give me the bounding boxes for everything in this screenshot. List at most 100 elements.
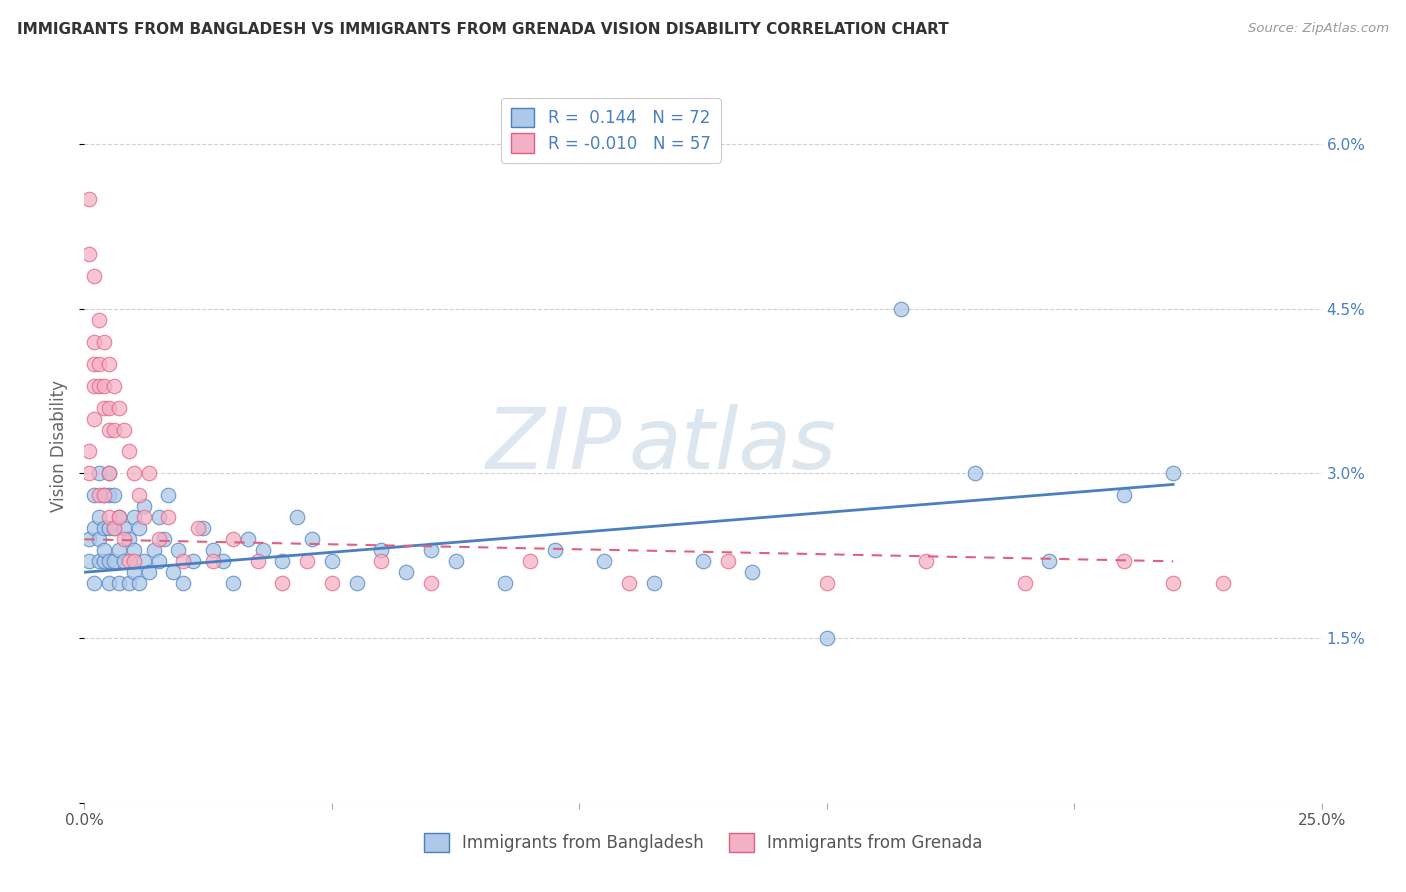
Point	[122, 566, 145, 580]
Point	[93, 488, 115, 502]
Point	[98, 576, 121, 591]
Point	[1014, 576, 1036, 591]
Point	[93, 543, 115, 558]
Point	[419, 543, 441, 558]
Point	[617, 576, 640, 591]
Point	[98, 423, 121, 437]
Point	[815, 631, 838, 645]
Point	[395, 566, 418, 580]
Point	[1161, 576, 1184, 591]
Point	[83, 576, 105, 591]
Point	[79, 444, 101, 458]
Point	[191, 521, 214, 535]
Point	[1112, 554, 1135, 568]
Point	[89, 467, 111, 481]
Point	[103, 521, 125, 535]
Point	[741, 566, 763, 580]
Point	[593, 554, 616, 568]
Point	[83, 488, 105, 502]
Point	[271, 554, 294, 568]
Point	[138, 566, 160, 580]
Point	[187, 521, 209, 535]
Point	[271, 576, 294, 591]
Point	[543, 543, 565, 558]
Point	[246, 554, 269, 568]
Point	[103, 521, 125, 535]
Point	[118, 576, 141, 591]
Point	[157, 510, 180, 524]
Point	[519, 554, 541, 568]
Point	[98, 357, 121, 371]
Point	[132, 500, 155, 514]
Point	[815, 576, 838, 591]
Point	[108, 543, 131, 558]
Point	[103, 423, 125, 437]
Point	[132, 554, 155, 568]
Point	[79, 192, 101, 206]
Point	[370, 554, 392, 568]
Point	[79, 247, 101, 261]
Point	[112, 533, 135, 547]
Point	[132, 510, 155, 524]
Point	[108, 510, 131, 524]
Point	[89, 378, 111, 392]
Point	[83, 268, 105, 283]
Point	[1161, 467, 1184, 481]
Point	[717, 554, 740, 568]
Point	[167, 543, 190, 558]
Point	[643, 576, 665, 591]
Point	[89, 510, 111, 524]
Point	[181, 554, 204, 568]
Point	[122, 543, 145, 558]
Point	[103, 554, 125, 568]
Point	[98, 488, 121, 502]
Point	[98, 467, 121, 481]
Point	[285, 510, 308, 524]
Point	[98, 510, 121, 524]
Point	[890, 301, 912, 316]
Point	[148, 554, 170, 568]
Point	[321, 554, 343, 568]
Point	[152, 533, 174, 547]
Text: IMMIGRANTS FROM BANGLADESH VS IMMIGRANTS FROM GRENADA VISION DISABILITY CORRELAT: IMMIGRANTS FROM BANGLADESH VS IMMIGRANTS…	[17, 22, 949, 37]
Point	[79, 467, 101, 481]
Point	[252, 543, 274, 558]
Point	[93, 378, 115, 392]
Point	[83, 357, 105, 371]
Point	[83, 521, 105, 535]
Point	[103, 488, 125, 502]
Point	[83, 411, 105, 425]
Point	[93, 554, 115, 568]
Point	[142, 543, 165, 558]
Point	[172, 554, 194, 568]
Point	[79, 533, 101, 547]
Point	[148, 533, 170, 547]
Point	[692, 554, 714, 568]
Point	[172, 576, 194, 591]
Point	[419, 576, 441, 591]
Point	[112, 521, 135, 535]
Point	[89, 312, 111, 326]
Point	[112, 554, 135, 568]
Text: atlas: atlas	[628, 404, 837, 488]
Text: Source: ZipAtlas.com: Source: ZipAtlas.com	[1249, 22, 1389, 36]
Point	[212, 554, 235, 568]
Point	[83, 378, 105, 392]
Point	[98, 467, 121, 481]
Point	[494, 576, 516, 591]
Text: ZIP: ZIP	[486, 404, 623, 488]
Point	[98, 401, 121, 415]
Point	[93, 334, 115, 349]
Point	[162, 566, 184, 580]
Point	[301, 533, 323, 547]
Point	[98, 521, 121, 535]
Point	[108, 510, 131, 524]
Point	[98, 554, 121, 568]
Point	[122, 510, 145, 524]
Point	[321, 576, 343, 591]
Legend: Immigrants from Bangladesh, Immigrants from Grenada: Immigrants from Bangladesh, Immigrants f…	[418, 826, 988, 859]
Point	[157, 488, 180, 502]
Point	[138, 467, 160, 481]
Point	[202, 543, 225, 558]
Point	[444, 554, 467, 568]
